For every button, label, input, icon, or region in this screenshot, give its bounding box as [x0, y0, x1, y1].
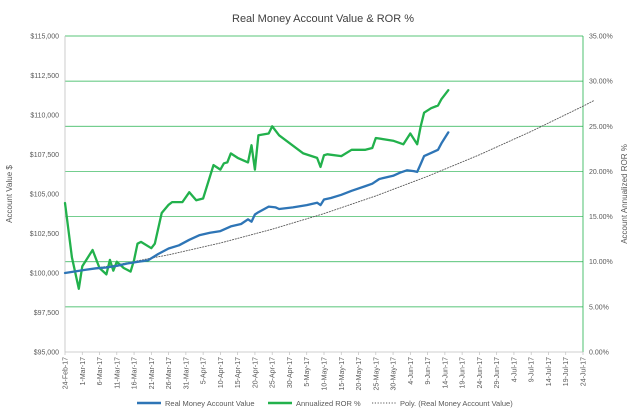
- y-axis-title: Account Value $: [5, 165, 14, 223]
- x-tick-label: 19-Jul-17: [563, 357, 570, 386]
- legend-label-account-value: Real Money Account Value: [165, 399, 255, 408]
- y2-tick-label: 35.00%: [589, 34, 613, 41]
- x-tick-label: 11-Mar-17: [114, 357, 121, 389]
- y-tick-label: $105,000: [30, 192, 59, 199]
- y2-tick-label: 15.00%: [589, 214, 613, 221]
- x-axis-ticks: 24-Feb-17 1-Mar-17 6-Mar-17 11-Mar-17 16-Mar…: [63, 352, 588, 390]
- x-tick-label: 16-Mar-17: [132, 357, 139, 389]
- x-tick-label: 14-Jul-17: [546, 357, 553, 386]
- trendline-poly: [64, 100, 594, 274]
- x-tick-label: 24-Jun-17: [477, 357, 484, 389]
- x-tick-label: 24-Jul-17: [581, 357, 588, 386]
- x-tick-label: 24-Feb-17: [63, 357, 70, 389]
- x-tick-label: 6-Mar-17: [97, 357, 104, 386]
- x-tick-label: 9-Jun-17: [425, 357, 432, 385]
- y-tick-label: $107,500: [30, 152, 59, 159]
- x-tick-label: 15-May-17: [339, 357, 346, 391]
- legend-label-poly: Poly. (Real Money Account Value): [400, 399, 513, 408]
- y2-tick-label: 20.00%: [589, 169, 613, 176]
- x-tick-label: 15-Apr-17: [235, 357, 242, 388]
- x-tick-label: 20-Apr-17: [252, 357, 259, 388]
- x-tick-label: 25-May-17: [373, 357, 380, 391]
- x-tick-label: 20-May-17: [356, 357, 363, 391]
- legend: Real Money Account Value Annualized ROR …: [137, 399, 513, 408]
- y2-tick-label: 30.00%: [589, 79, 613, 86]
- left-axis-ticks: $95,000 $97,500 $100,000 $102,500 $105,000 $1…: [30, 34, 59, 357]
- chart-title: Real Money Account Value & ROR %: [232, 13, 414, 25]
- x-tick-label: 5-May-17: [304, 357, 311, 387]
- x-tick-label: 14-Jun-17: [442, 357, 449, 389]
- y-tick-label: $110,000: [30, 113, 59, 120]
- y-tick-label: $112,500: [30, 73, 59, 80]
- x-tick-label: 9-Jul-17: [529, 357, 536, 382]
- x-tick-label: 1-Mar-17: [80, 357, 87, 386]
- y-tick-label: $115,000: [30, 34, 59, 41]
- legend-label-ror: Annualized ROR %: [296, 399, 361, 408]
- x-tick-label: 19-Jun-17: [460, 357, 467, 389]
- series-line-account-value: [63, 131, 450, 275]
- y2-tick-label: 25.00%: [589, 124, 613, 131]
- x-tick-label: 31-Mar-17: [183, 357, 190, 389]
- y2-tick-label: 5.00%: [589, 304, 609, 311]
- x-tick-label: 30-May-17: [391, 357, 398, 391]
- y-tick-label: $102,500: [30, 231, 59, 238]
- x-tick-label: 30-Apr-17: [287, 357, 294, 388]
- x-tick-label: 10-Apr-17: [218, 357, 225, 388]
- y-tick-label: $100,000: [30, 271, 59, 278]
- y-tick-label: $97,500: [34, 310, 59, 317]
- x-tick-label: 21-Mar-17: [149, 357, 156, 389]
- y2-tick-label: 10.00%: [589, 259, 613, 266]
- y2-axis-title: Account Annualized ROR %: [620, 144, 629, 244]
- right-axis-ticks: 0.00% 5.00% 10.00% 15.00% 20.00% 25.00% 30.00%…: [589, 34, 613, 357]
- x-tick-label: 4-Jun-17: [408, 357, 415, 385]
- x-tick-label: 25-Apr-17: [270, 357, 277, 388]
- y-tick-label: $95,000: [34, 350, 59, 357]
- y2-tick-label: 0.00%: [589, 350, 609, 357]
- series-line-annualized-ror: [63, 89, 450, 290]
- x-tick-label: 10-May-17: [322, 357, 329, 391]
- series-layer: [63, 89, 594, 290]
- x-tick-label: 26-Mar-17: [166, 357, 173, 389]
- grid-lines: [65, 35, 583, 308]
- x-tick-label: 5-Apr-17: [201, 357, 208, 384]
- x-tick-label: 29-Jun-17: [494, 357, 501, 389]
- x-tick-label: 4-Jul-17: [511, 357, 518, 382]
